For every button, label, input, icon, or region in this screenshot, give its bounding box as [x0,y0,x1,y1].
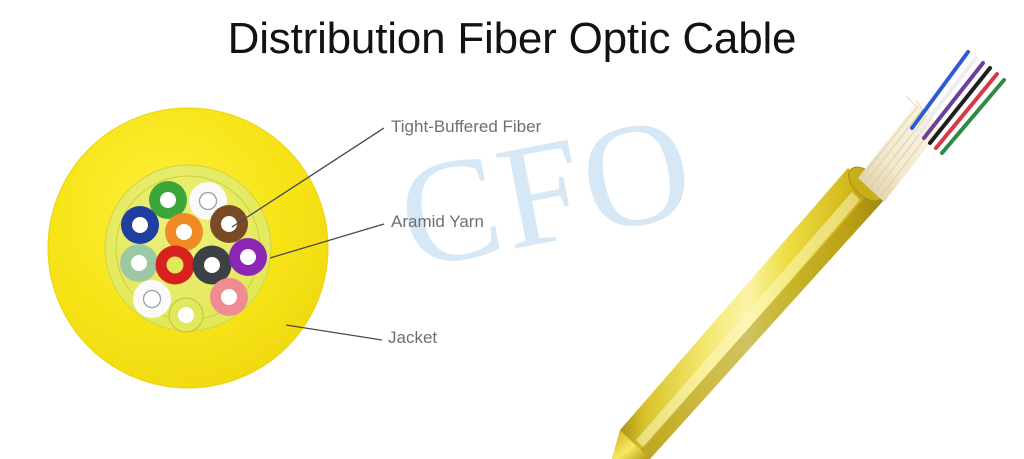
fiber-brown [210,205,248,243]
fiber-pink [210,278,248,316]
fiber-blue [121,206,159,244]
exposed-fiber-black [928,66,992,145]
callout-label-jacket: Jacket [388,328,438,347]
exposed-fiber-blue [910,50,970,130]
exposed-fiber-green [940,78,1006,155]
page-title: Distribution Fiber Optic Cable [227,14,797,63]
leader-line-tight-buffered-fiber [231,127,385,228]
callout-label-tight-buffered-fiber: Tight-Buffered Fiber [391,117,542,136]
fiber-purple [229,238,267,276]
exposed-fiber-red [934,72,999,150]
fiber-orange [165,213,203,251]
exposed-fibers [910,50,1006,155]
callout-label-aramid-yarn: Aramid Yarn [391,212,484,231]
fiber-slate [192,245,232,285]
exposed-fiber-white [916,56,978,135]
leader-line-aramid-yarn [269,223,385,259]
fiber-red [155,245,195,285]
fiber-aqua [120,244,158,282]
cable-cut-end [612,430,650,459]
leader-line-jacket [285,324,383,341]
fiber-green [149,181,187,219]
exposed-fiber-purple [922,61,985,140]
fiber-clear [168,297,204,333]
cable-jacket [612,168,884,459]
fiber-white-bottom [133,280,171,318]
